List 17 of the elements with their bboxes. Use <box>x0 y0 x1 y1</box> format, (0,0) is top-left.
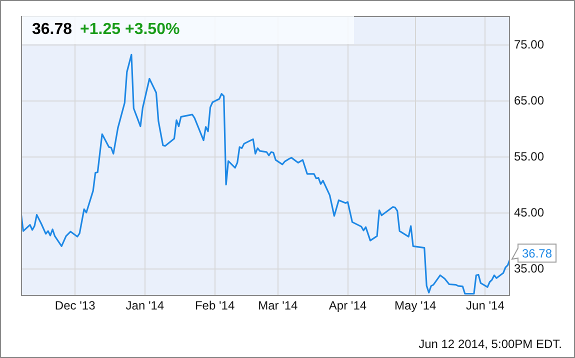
y-tick-label: 35.00 <box>514 261 544 276</box>
x-tick-label: Dec '13 <box>54 298 96 313</box>
chart-subtitle: +1.25 +3.50% <box>80 21 180 38</box>
y-tick-label: 45.00 <box>514 205 544 220</box>
x-tick-label: Feb '14 <box>194 298 235 313</box>
annotation: 36.78 <box>522 246 552 260</box>
text: Jun 12 2014, 5:00PM EDT. <box>418 337 562 351</box>
x-tick-label: May '14 <box>394 298 436 313</box>
x-tick-label: Apr '14 <box>328 298 367 313</box>
y-tick-label: 65.00 <box>514 93 544 108</box>
x-tick-label: Jan '14 <box>126 298 164 313</box>
y-tick-label: 75.00 <box>514 37 544 52</box>
header-panel: 36.78 +1.25 +3.50% <box>22 16 354 44</box>
y-tick-label: 55.00 <box>514 149 544 164</box>
chart-title: 36.78 <box>32 21 72 38</box>
x-tick-label: Jun '14 <box>466 298 505 313</box>
x-tick-label: Mar '14 <box>258 298 298 313</box>
